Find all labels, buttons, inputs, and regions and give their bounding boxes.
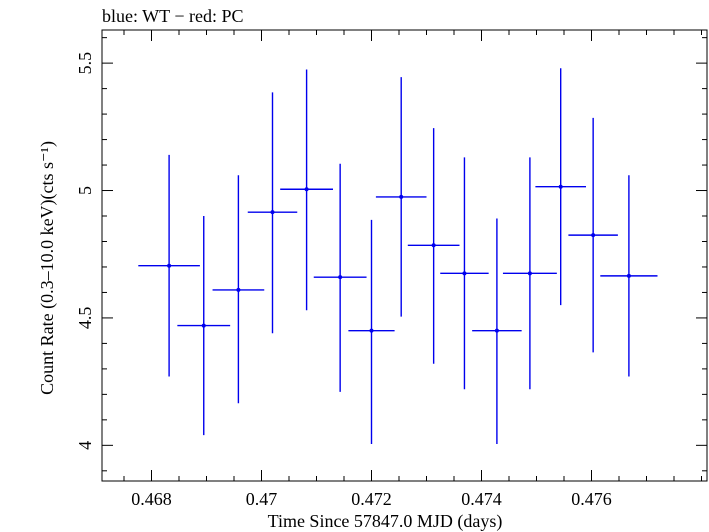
x-tick-label: 0.472 xyxy=(351,489,392,509)
x-axis-label: Time Since 57847.0 MJD (days) xyxy=(268,511,503,532)
x-tick-label: 0.476 xyxy=(571,489,612,509)
x-tick-label: 0.468 xyxy=(131,489,172,509)
y-tick-label: 5 xyxy=(75,186,95,195)
point-marker xyxy=(369,328,374,333)
data-point xyxy=(600,175,658,377)
data-point xyxy=(568,117,618,353)
point-marker xyxy=(626,273,631,278)
data-point xyxy=(407,128,460,364)
x-axis: 0.468 0.47 0.472 0.474 0.476 xyxy=(123,30,702,509)
data-point xyxy=(177,216,231,436)
point-marker xyxy=(558,184,563,189)
plot-frame xyxy=(101,29,708,482)
data-point xyxy=(280,69,333,311)
data-point xyxy=(502,157,557,390)
point-marker xyxy=(270,210,275,215)
point-marker xyxy=(399,194,404,199)
data-point xyxy=(348,219,395,445)
point-marker xyxy=(338,275,343,280)
point-marker xyxy=(494,328,499,333)
y-axis: 4 4.5 5 5.5 xyxy=(75,37,707,472)
point-marker xyxy=(591,233,596,238)
data-point xyxy=(247,92,298,334)
y-tick-label: 4.5 xyxy=(75,307,95,330)
point-marker xyxy=(462,271,467,276)
data-point xyxy=(212,175,265,404)
data-point xyxy=(138,154,200,377)
x-tick-label: 0.47 xyxy=(246,489,278,509)
point-marker xyxy=(201,323,206,328)
point-marker xyxy=(304,187,309,192)
data-point xyxy=(313,163,367,392)
point-marker xyxy=(236,287,241,292)
y-axis-label: Count Rate (0.3–10.0 keV)(cts s⁻¹) xyxy=(37,141,58,395)
point-marker xyxy=(527,271,532,276)
y-tick-label: 5.5 xyxy=(75,52,95,75)
data-point xyxy=(472,218,522,445)
data-point xyxy=(535,68,586,306)
point-marker xyxy=(431,243,436,248)
y-tick-label: 4 xyxy=(75,441,95,450)
series-layer xyxy=(138,68,658,445)
data-point xyxy=(375,77,427,317)
data-point xyxy=(440,157,489,390)
chart-title: blue: WT − red: PC xyxy=(102,6,243,26)
point-marker xyxy=(167,263,172,268)
x-tick-label: 0.474 xyxy=(461,489,502,509)
